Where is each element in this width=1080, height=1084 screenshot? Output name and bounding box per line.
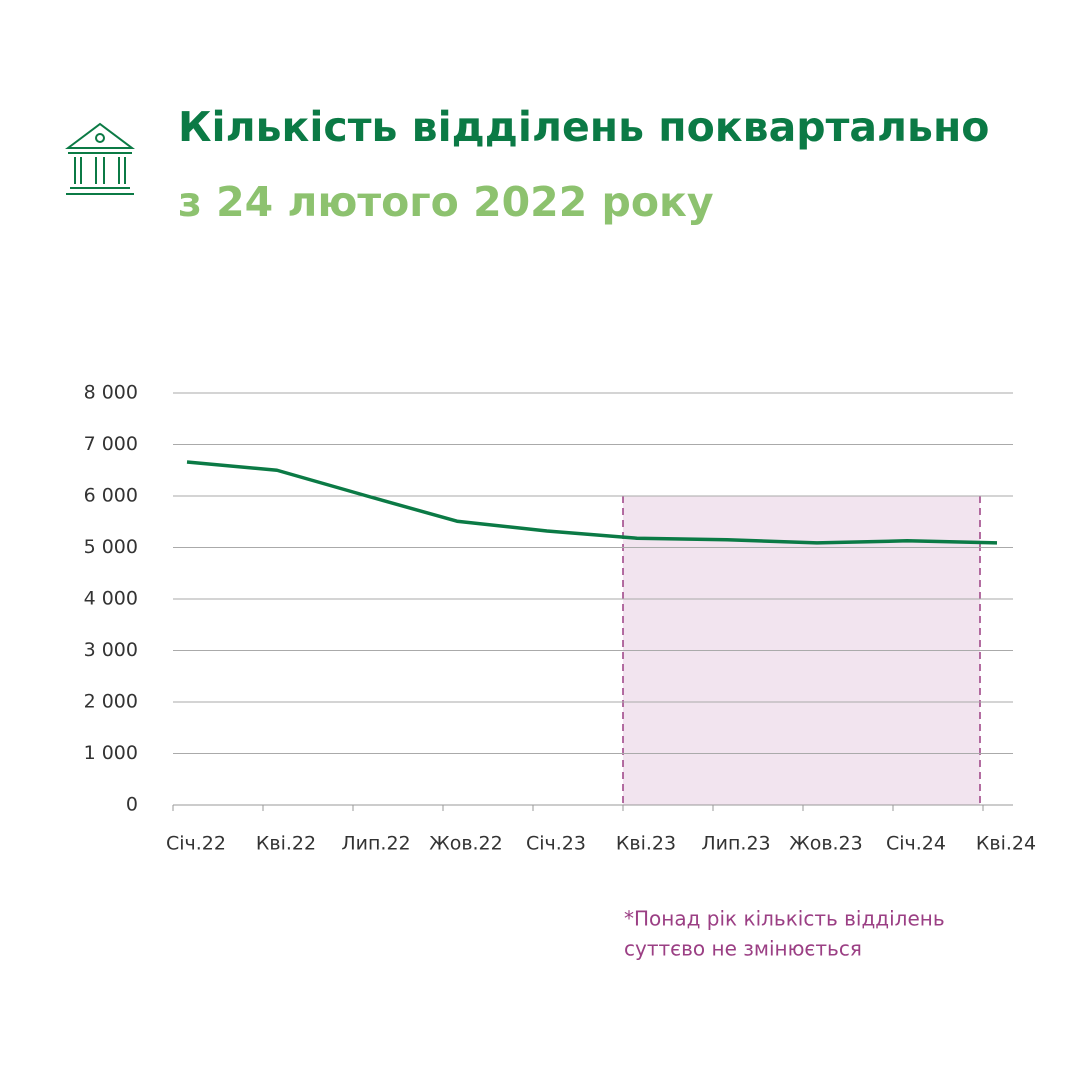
y-tick-label: 0 xyxy=(126,794,138,816)
x-tick-label: Січ.24 xyxy=(886,833,946,855)
y-tick-label: 2 000 xyxy=(84,691,138,713)
y-tick-label: 5 000 xyxy=(84,536,138,558)
y-tick-label: 3 000 xyxy=(84,639,138,661)
y-tick-label: 7 000 xyxy=(84,433,138,455)
x-tick-label: Кві.24 xyxy=(976,833,1036,855)
chart-subtitle: з 24 лютого 2022 року xyxy=(178,178,714,226)
x-tick-label: Кві.22 xyxy=(256,833,316,855)
x-tick-label: Кві.23 xyxy=(616,833,676,855)
chart-title: Кількість відділень поквартально xyxy=(178,103,989,151)
data-line xyxy=(186,460,998,545)
annotation: суттєво не змінюється xyxy=(624,937,862,961)
x-tick-label: Січ.23 xyxy=(526,833,586,855)
y-tick-label: 4 000 xyxy=(84,588,138,610)
x-tick-label: Лип.23 xyxy=(701,833,770,855)
annotation: *Понад рік кількість відділень xyxy=(624,907,945,931)
x-tick-label: Жов.22 xyxy=(429,833,503,855)
bank-icon xyxy=(65,122,135,195)
y-tick-label: 6 000 xyxy=(84,485,138,507)
y-tick-label: 8 000 xyxy=(84,382,138,404)
x-tick-label: Лип.22 xyxy=(341,833,410,855)
y-tick-label: 1 000 xyxy=(84,742,138,764)
x-tick-label: Жов.23 xyxy=(789,833,863,855)
x-tick-label: Січ.22 xyxy=(166,833,226,855)
